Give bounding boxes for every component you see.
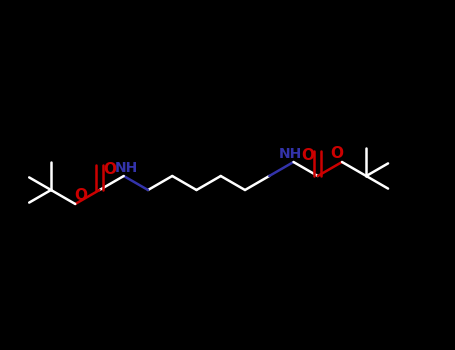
Text: O: O [103,162,116,177]
Text: NH: NH [115,161,138,175]
Text: O: O [330,147,344,161]
Text: O: O [301,148,314,163]
Text: O: O [74,189,87,203]
Text: NH: NH [279,147,302,161]
